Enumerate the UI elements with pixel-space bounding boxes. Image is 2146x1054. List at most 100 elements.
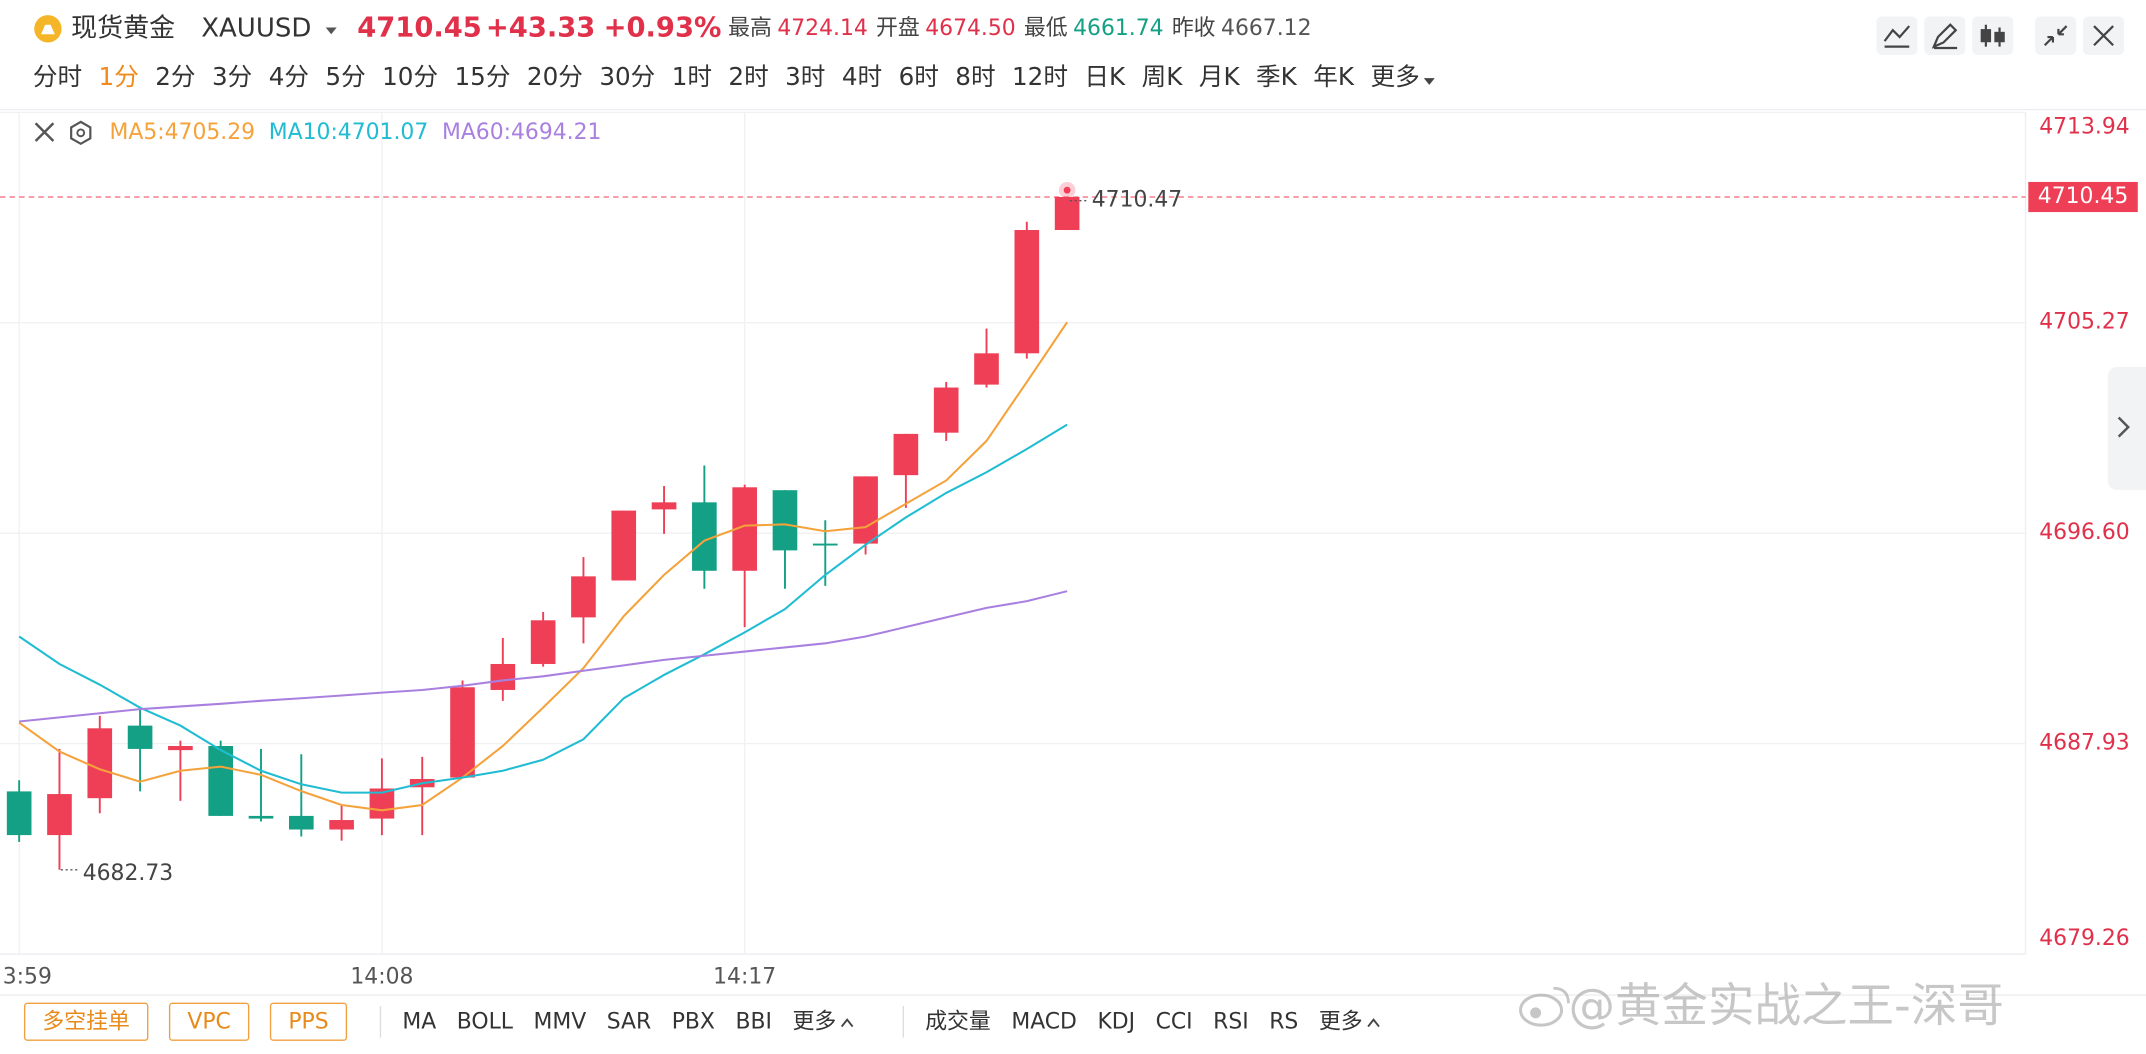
legend-entry: MA60:4694.21: [442, 120, 602, 145]
indicator-tab[interactable]: KDJ: [1097, 1009, 1135, 1034]
option-button[interactable]: [23, 1002, 149, 1041]
indicator-tab[interactable]: CCI: [1156, 1009, 1193, 1034]
timeframe-more[interactable]: 更多: [1370, 62, 1419, 91]
timeframe-tab[interactable]: 4时: [842, 62, 882, 91]
indicator-tab[interactable]: MMV: [533, 1009, 586, 1034]
candle-body: [1014, 230, 1040, 354]
indicator-tab[interactable]: SAR: [607, 1009, 651, 1034]
timeframe-tab[interactable]: 4分: [269, 62, 309, 91]
stat-value: 4667.12: [1221, 16, 1311, 41]
timeframe-tab[interactable]: 15分: [455, 62, 511, 91]
indicator-more[interactable]: 更多: [792, 1009, 836, 1034]
option-button-label: VPC: [187, 1009, 230, 1034]
timeframe-tab[interactable]: 周K: [1142, 62, 1184, 91]
y-tick-label: 4705.27: [2039, 310, 2129, 335]
symbol-code[interactable]: XAUUSD: [201, 13, 311, 43]
candle-body: [450, 687, 475, 778]
candle-body: [530, 620, 556, 664]
last-price-box: [2028, 181, 2138, 213]
timeframe-tab[interactable]: 5分: [325, 62, 365, 91]
tool-icon: [1994, 31, 2005, 43]
candle-body: [571, 576, 596, 618]
timeframe-tab[interactable]: 10分: [382, 62, 438, 91]
timeframe-tab[interactable]: 1时: [672, 62, 712, 91]
ma-line: [19, 590, 1068, 723]
legend-entry: MA10:4701.07: [269, 120, 429, 145]
legend-entry: MA5:4705.29: [109, 120, 255, 145]
candle-body: [288, 815, 314, 830]
stat-label: 最高: [728, 16, 772, 41]
timeframe-tab[interactable]: 3分: [212, 62, 252, 91]
timeframe-tab[interactable]: 1分: [99, 62, 139, 91]
candle-body: [853, 476, 878, 544]
caret: [1423, 78, 1435, 85]
indicator-tab[interactable]: BOLL: [457, 1009, 514, 1034]
timeframe-tab[interactable]: 2分: [155, 62, 195, 91]
x-tick-label: 14:17: [713, 964, 776, 989]
stat-value: 4724.14: [777, 16, 867, 41]
close-indicator[interactable]: [34, 122, 55, 142]
weibo-logo: [1530, 1007, 1542, 1019]
timeframe-tab[interactable]: 季K: [1256, 62, 1298, 91]
timeframe-tab[interactable]: 2时: [728, 62, 768, 91]
watermark: @黄金实战之王-深哥: [1519, 978, 2004, 1032]
symbol-name[interactable]: 现货黄金: [71, 13, 175, 43]
last-price-label: 4710.45: [2038, 184, 2128, 209]
tool-icon: [1980, 29, 1992, 43]
y-tick-label: 4687.93: [2039, 731, 2129, 756]
weibo-logo: [1553, 986, 1570, 1004]
tool-button[interactable]: [1972, 16, 2014, 55]
option-button[interactable]: [168, 1002, 250, 1041]
indicator-more[interactable]: 更多: [1319, 1009, 1363, 1034]
live-dot: [1063, 186, 1071, 194]
stat-label: 最低: [1024, 16, 1068, 41]
timeframe-tab[interactable]: 分时: [33, 62, 82, 91]
candle-body: [893, 433, 919, 476]
timeframe-tab[interactable]: 12时: [1012, 62, 1068, 91]
candle-body: [87, 728, 113, 799]
chevron: [2117, 416, 2130, 438]
candle-body: [329, 820, 354, 830]
price: 4710.45: [357, 12, 482, 43]
indicator-tab[interactable]: BBI: [735, 1009, 771, 1034]
y-tick-label: 4713.94: [2039, 114, 2129, 139]
tool-button[interactable]: [2035, 16, 2077, 55]
timeframe-tab[interactable]: 日K: [1084, 62, 1126, 91]
option-button[interactable]: [269, 1002, 348, 1041]
candle-body: [47, 794, 72, 836]
indicator-tab[interactable]: PBX: [672, 1009, 715, 1034]
candle-body: [6, 791, 32, 836]
change: +43.33: [486, 12, 595, 43]
option-button-label: 多空挂单: [42, 1009, 130, 1034]
tool-icon: [2043, 25, 2068, 47]
tool-icon: [1931, 23, 1958, 50]
indicator-tab[interactable]: RSI: [1213, 1009, 1249, 1034]
timeframe-tab[interactable]: 年K: [1313, 62, 1355, 91]
candle-body: [812, 543, 838, 546]
symbol-caret[interactable]: [325, 27, 337, 35]
caret-up: [840, 1018, 854, 1028]
candle-body: [651, 502, 677, 510]
candle-body: [248, 815, 274, 819]
indicator-tab[interactable]: 成交量: [925, 1009, 991, 1034]
low-annotation: 4682.73: [83, 861, 173, 886]
settings-icon[interactable]: [70, 120, 92, 146]
stat-value: 4674.50: [925, 16, 1015, 41]
indicator-tab[interactable]: RS: [1269, 1009, 1298, 1034]
weibo-logo: [1519, 993, 1564, 1027]
tool-icon: [2093, 25, 2114, 47]
timeframe-tab[interactable]: 6时: [899, 62, 939, 91]
y-tick-label: 4679.26: [2039, 926, 2129, 951]
timeframe-tab[interactable]: 20分: [527, 62, 583, 91]
indicator-tab[interactable]: MA: [402, 1009, 436, 1034]
timeframe-tab[interactable]: 3时: [785, 62, 825, 91]
timeframe-tab[interactable]: 月K: [1199, 62, 1241, 91]
indicator-tab[interactable]: MACD: [1011, 1009, 1077, 1034]
ma-line: [18, 423, 1068, 794]
stat-label: 昨收: [1172, 16, 1216, 41]
candle-body: [1054, 197, 1080, 231]
timeframe-tab[interactable]: 8时: [955, 62, 995, 91]
timeframe-tab[interactable]: 30分: [599, 62, 655, 91]
